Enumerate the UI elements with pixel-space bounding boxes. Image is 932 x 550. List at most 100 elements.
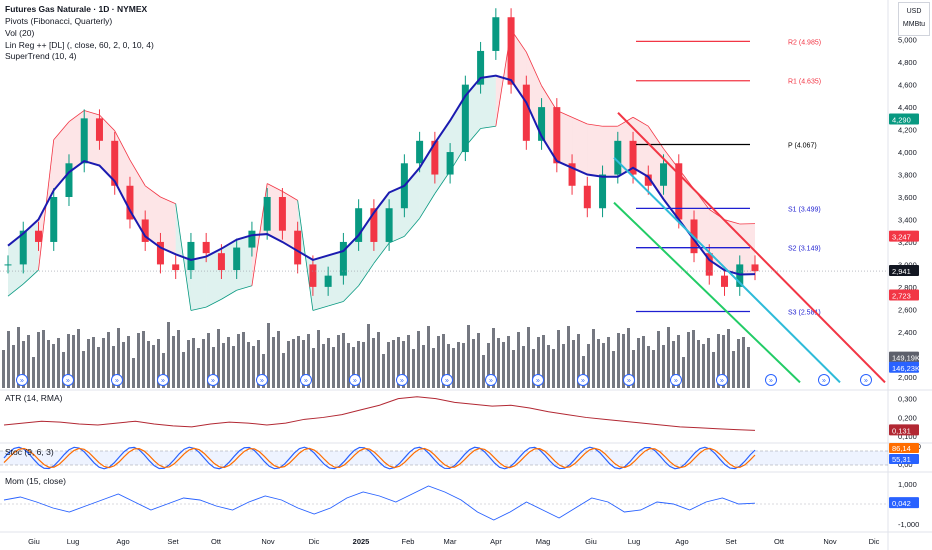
supertrend-line-segment [632,116,649,127]
volume-bar [37,332,40,388]
supertrend-band-segment [373,192,390,264]
volume-bar [487,343,490,388]
pivot-label: S3 (2.581) [788,309,821,316]
x-tick-label: Ott [774,537,785,546]
chart-title: Futures Gas Naturale · 1D · NYMEX [5,4,148,14]
volume-bar [227,337,230,388]
volume-bar [362,342,365,388]
indicator-supertrend-label[interactable]: SuperTrend (10, 4) [5,51,77,61]
volume-bar [357,341,360,388]
event-marker-icon [532,374,544,386]
supertrend-line-segment [480,125,496,129]
volume-bar [207,333,210,388]
moving-average-line [7,74,756,276]
volume-bar [82,351,85,388]
volume-bar [287,341,290,388]
y-tick-label: 3,400 [898,215,917,224]
supertrend-line-segment [190,306,207,311]
volume-bar [712,352,715,388]
volume-bar [62,352,65,388]
linreg-channel-line [617,112,886,384]
candle-body [202,241,210,254]
volume-bar [42,330,45,388]
supertrend-band-segment [114,130,130,211]
volume-bar [397,337,400,388]
unit-label: MMBtu [902,21,926,28]
volume-bar [722,335,725,388]
volume-bar [427,326,430,388]
candle-body [248,230,256,248]
stoch-k-value: 86,14 [892,444,911,453]
event-marker-glyph: » [211,378,215,385]
volume-bar [192,338,195,388]
supertrend-line-segment [525,51,542,86]
supertrend-line-segment [343,285,359,302]
event-marker-glyph: » [627,378,631,385]
event-marker-icon [716,374,728,386]
candle-body [644,174,652,186]
volume-bar [482,355,485,388]
volume-bar [312,348,315,388]
supertrend-band-segment [572,117,588,175]
supertrend-band-segment [129,159,146,237]
volume-bar [27,335,30,388]
stoch-pane-title[interactable]: Stoc (9, 6, 3) [5,447,54,457]
supertrend-band-segment [160,197,176,255]
candle-body [263,197,271,231]
volume-bar [732,351,735,388]
volume-bar [337,335,340,388]
volume-bar [107,332,110,388]
volume-bar [322,344,325,388]
x-tick-label: Nov [261,537,275,546]
volume-bar [257,340,260,388]
indicator-linreg-label[interactable]: Lin Reg ++ [DL] (, close, 60, 2, 0, 10, … [5,40,154,50]
mom-pane-title[interactable]: Mom (15, close) [5,476,66,486]
x-tick-label: Giu [28,537,40,546]
x-tick-label: Dic [869,537,880,546]
volume-bar [117,328,120,388]
supertrend-band-segment [68,110,85,173]
indicator-pivots-label[interactable]: Pivots (Fibonacci, Quarterly) [5,16,113,26]
candle-body [370,208,378,242]
volume-bar [202,339,205,388]
currency-unit-button[interactable]: USD MMBtu [898,2,930,36]
x-tick-label: Set [167,537,179,546]
supertrend-line-segment [373,242,390,264]
volume-bar [547,345,550,388]
atr-tick-label: 0,100 [898,432,917,441]
supertrend-band-segment [282,191,298,251]
supertrend-band-segment [556,110,573,168]
supertrend-line-segment [221,289,237,300]
y-tick-label: 4,600 [898,81,917,90]
volume-bar [242,332,245,388]
supertrend-line-segment [114,130,131,161]
volume-bar [347,343,350,388]
mom-last-tag [889,497,919,509]
pivot-label: R1 (4.635) [788,79,821,86]
candle-body [217,253,225,271]
candle-body [583,185,591,209]
supertrend-band-segment [602,126,618,177]
volume-bar [622,334,625,388]
indicator-volume-label[interactable]: Vol (20) [5,28,35,38]
y-tick-label: 2,800 [898,283,917,292]
supertrend-band-segment [312,255,329,311]
supertrend-band-segment [739,223,755,275]
volume-bar [387,342,390,388]
event-marker-icon [207,374,219,386]
pivot-label: S2 (3.149) [788,246,821,253]
event-marker-glyph: » [822,378,826,385]
volume-bar [642,336,645,388]
volume-bar [267,323,270,388]
candle-body [187,241,195,271]
volume-bar [102,338,105,388]
volume-bar [747,347,750,388]
candle-body [614,140,622,175]
supertrend-band-segment [236,235,252,291]
volume-bar [352,347,355,388]
volume-bar [332,347,335,388]
atr-pane-title[interactable]: ATR (14, RMA) [5,393,63,403]
volume-bar [687,332,690,388]
volume-bar [212,347,215,388]
